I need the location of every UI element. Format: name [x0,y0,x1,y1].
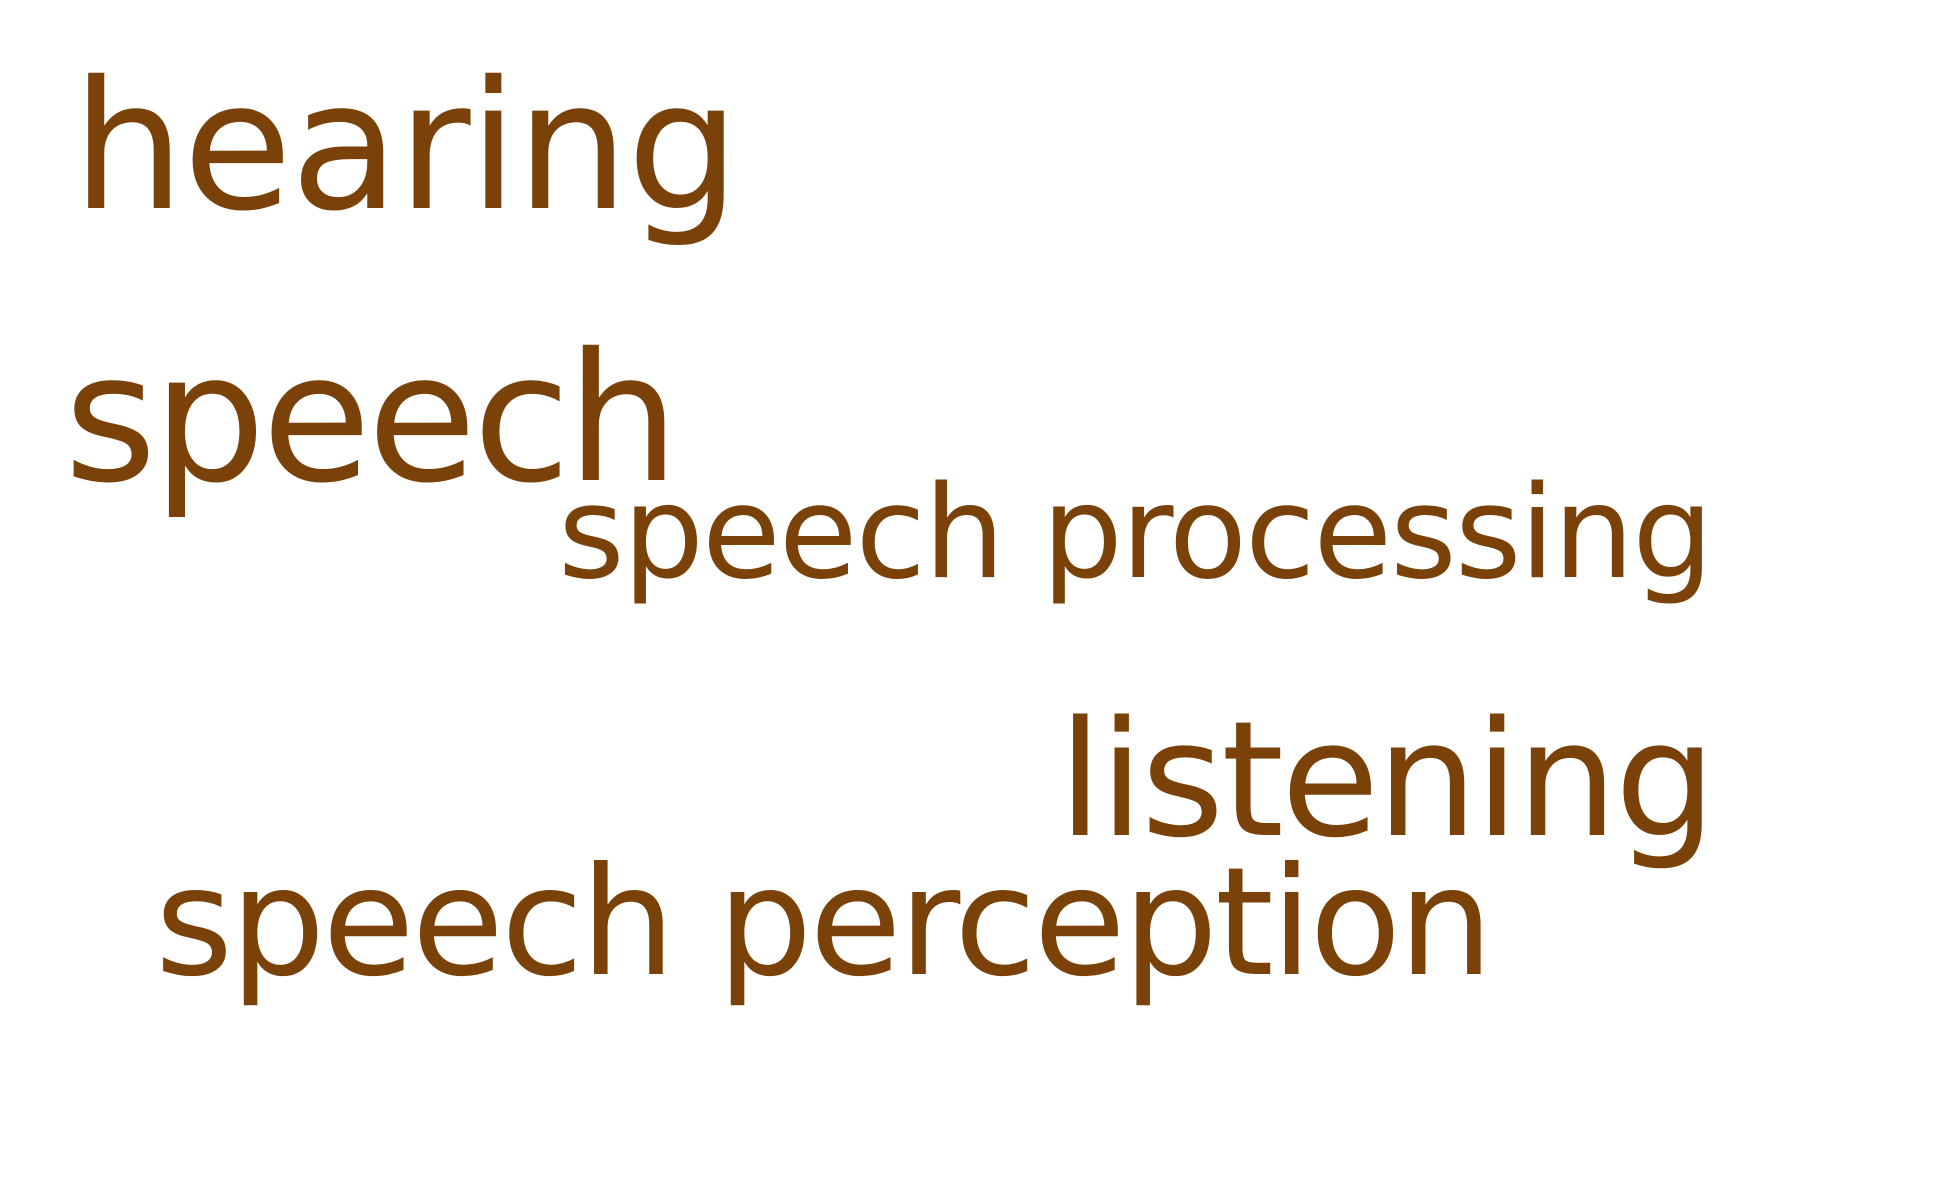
word-speech-perception: speech perception [155,836,1493,1010]
word-hearing: hearing [72,43,740,250]
word-listening: listening [1058,686,1716,873]
word-speech-processing: speech processing [558,459,1713,608]
word-speech: speech [64,315,679,522]
